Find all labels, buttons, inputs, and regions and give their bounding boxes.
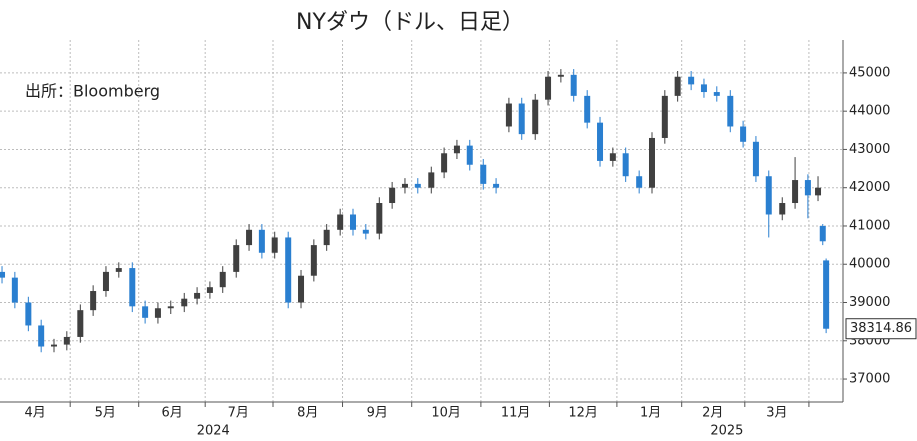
last-value-label: 38314.86: [850, 321, 912, 336]
candle-body: [194, 292, 201, 299]
candle-body: [713, 92, 720, 96]
y-tick-label: 40000: [849, 257, 890, 272]
candle-body: [362, 229, 369, 234]
x-tick-label: 5月: [95, 406, 116, 421]
candle-body: [285, 237, 292, 303]
candle-body: [688, 76, 695, 85]
candle-body: [779, 203, 786, 215]
chart-title: NYダウ（ドル、日足）: [296, 10, 524, 35]
x-tick-label: 8月: [297, 406, 318, 421]
candle-body: [674, 76, 681, 96]
x-tick-label: 11月: [501, 406, 531, 421]
candle-body: [154, 308, 161, 318]
candle-body: [700, 84, 707, 93]
candle-body: [570, 74, 577, 96]
candle-body: [819, 225, 826, 242]
candle-body: [337, 214, 344, 230]
y-tick-label: 41000: [849, 218, 890, 233]
candle-body: [823, 260, 830, 329]
candle-body: [804, 180, 811, 196]
candle-body: [584, 95, 591, 123]
x-tick-label: 4月: [24, 406, 45, 421]
candle-body: [740, 126, 747, 142]
candle-body: [38, 325, 45, 347]
x-tick-label: 6月: [161, 406, 182, 421]
candle-body: [50, 344, 57, 347]
candle-body: [505, 103, 512, 127]
candle-body: [792, 180, 799, 204]
candle-body: [622, 153, 629, 177]
candle-body: [142, 306, 149, 318]
y-tick-label: 37000: [849, 372, 890, 387]
candle-body: [752, 141, 759, 177]
candle-body: [167, 306, 174, 309]
candle-body: [129, 268, 136, 307]
candle-body: [206, 287, 213, 293]
candle-body: [102, 271, 109, 292]
candle-body: [310, 245, 317, 276]
candle-body: [545, 76, 552, 100]
candle-body: [453, 145, 460, 154]
candle-body: [11, 277, 18, 303]
candle-body: [298, 275, 305, 303]
candle-body: [271, 237, 278, 253]
candle-body: [636, 176, 643, 188]
candle-body: [349, 214, 356, 230]
candle-body: [480, 164, 487, 184]
candle-body: [401, 183, 408, 188]
y-tick-label: 42000: [849, 180, 890, 195]
x-tick-label: 3月: [766, 406, 787, 421]
x-tick-label: 1月: [640, 406, 661, 421]
candle-body: [532, 99, 539, 135]
last-value-box: [845, 318, 917, 340]
candle-body: [258, 229, 265, 253]
y-tick-label: 44000: [849, 104, 890, 119]
candle-body: [323, 229, 330, 246]
candle-body: [765, 176, 772, 215]
candle-body: [441, 153, 448, 173]
candle-body: [389, 187, 396, 204]
candle-body: [25, 302, 32, 326]
x-tick-label: 9月: [367, 406, 388, 421]
x-tick-label: 7月: [228, 406, 249, 421]
y-tick-label: 43000: [849, 142, 890, 157]
candle-body: [661, 95, 668, 138]
candle-body: [557, 74, 564, 77]
candle-body: [815, 187, 822, 196]
candle-body: [0, 271, 6, 278]
x-tick-label: 10月: [431, 406, 461, 421]
candle-body: [648, 137, 655, 188]
candle-body: [90, 291, 97, 311]
y-tick-label: 39000: [849, 295, 890, 310]
candle-body: [181, 298, 188, 307]
candle-body: [77, 310, 84, 337]
candle-body: [493, 183, 500, 188]
candle-body: [727, 95, 734, 127]
year-label: 2024: [197, 424, 230, 439]
y-tick-label: 45000: [849, 65, 890, 80]
candle-body: [233, 245, 240, 272]
candle-body: [609, 153, 616, 161]
candle-body: [246, 229, 253, 246]
x-tick-label: 2月: [702, 406, 723, 421]
candle-body: [115, 268, 122, 272]
candle-body: [428, 172, 435, 188]
candle-body: [63, 336, 70, 345]
candle-body: [376, 203, 383, 234]
year-label: 2025: [710, 424, 743, 439]
candle-body: [597, 122, 604, 161]
candle-body: [518, 103, 525, 135]
x-tick-label: 12月: [568, 406, 598, 421]
candle-body: [219, 271, 226, 288]
source-note: 出所：Bloomberg: [25, 82, 160, 101]
candle-body: [414, 183, 421, 188]
candle-body: [466, 145, 473, 165]
